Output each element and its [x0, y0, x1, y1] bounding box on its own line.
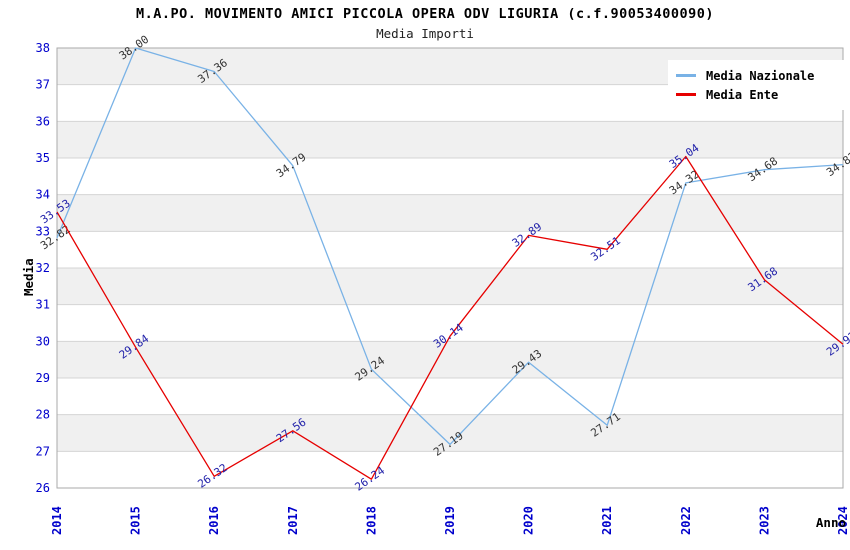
legend-item-media-nazionale: Media Nazionale: [676, 66, 840, 85]
y-tick-label: 35: [36, 151, 50, 165]
x-tick-label: 2022: [679, 506, 693, 535]
y-tick-label: 28: [36, 408, 50, 422]
plot-border: [56, 47, 844, 489]
y-tick-label: 37: [36, 78, 50, 92]
page-title: M.A.PO. MOVIMENTO AMICI PICCOLA OPERA OD…: [135, 6, 715, 22]
y-tick-label: 27: [36, 444, 50, 458]
y-tick-label: 33: [36, 224, 50, 238]
legend-swatch-media-nazionale: [676, 74, 696, 77]
grid-band: [57, 268, 843, 305]
series-line-media-nazionale: [56, 47, 844, 446]
grid-band: [57, 341, 843, 378]
x-tick-label: 2021: [600, 506, 614, 535]
legend-label-media-ente: Media Ente: [706, 87, 779, 102]
y-tick-label: 26: [36, 481, 50, 495]
legend: Media Nazionale Media Ente: [668, 60, 848, 110]
y-tick-label: 34: [36, 188, 50, 202]
legend-item-media-ente: Media Ente: [676, 85, 840, 104]
data-label: 26.24: [353, 464, 388, 494]
x-tick-label: 2017: [286, 506, 300, 535]
x-tick-label: 2023: [757, 506, 771, 535]
y-tick-label: 38: [36, 41, 50, 55]
legend-swatch-media-ente: [676, 93, 696, 96]
y-tick-label: 36: [36, 114, 50, 128]
x-tick-label: 2014: [50, 506, 64, 535]
grid-band: [57, 194, 843, 232]
series-line-media-ente: [56, 155, 844, 480]
x-axis-title: Anno: [816, 515, 846, 530]
legend-label-media-nazionale: Media Nazionale: [706, 68, 815, 83]
data-label: 26.32: [195, 461, 230, 491]
grid-band: [57, 121, 843, 158]
y-tick-label: 32: [36, 261, 50, 275]
page-subtitle: Media Importi: [376, 26, 474, 41]
x-tick-label: 2018: [364, 506, 378, 535]
data-label: 32.51: [588, 234, 623, 264]
y-tick-label: 31: [36, 298, 50, 312]
x-tick-label: 2019: [443, 506, 457, 535]
x-tick-label: 2020: [522, 506, 536, 535]
y-axis-title: Media: [21, 258, 36, 296]
y-tick-label: 29: [36, 371, 50, 385]
y-tick-label: 30: [36, 334, 50, 348]
x-tick-label: 2016: [207, 506, 221, 535]
x-tick-label: 2024: [836, 506, 850, 535]
x-tick-label: 2015: [129, 506, 143, 535]
